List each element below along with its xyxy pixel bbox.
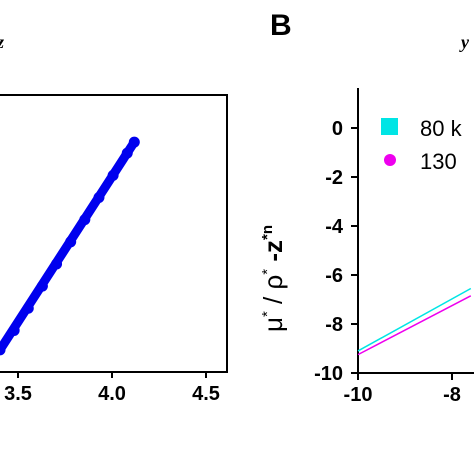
panel-a-x-tick-label: 4.0 xyxy=(98,383,126,405)
legend-marker-circle xyxy=(384,154,396,166)
panel-a-x-tick-label: 3.5 xyxy=(4,383,32,405)
panel-a-data-point xyxy=(128,136,140,148)
panel-a-data-point xyxy=(79,214,91,226)
panel-b-x-tick-label: -8 xyxy=(443,384,461,406)
panel-a-data-point xyxy=(93,191,105,203)
panel-b-x-tick-label: -10 xyxy=(344,384,373,406)
legend-label-0: 80 k xyxy=(420,116,463,141)
panel-a-data-point xyxy=(8,324,20,336)
panel-b: B y 0 -2 -4 -6 -8 -10-10 -8 μ* / ρ* -z*n 80 k … xyxy=(258,9,474,406)
panel-b-y-tick-label: 0 xyxy=(332,118,343,140)
panel-a-top-label: z xyxy=(0,32,4,52)
panel-a-frame xyxy=(0,94,228,373)
panel-b-y-tick-label: -10 xyxy=(314,363,343,385)
panel-b-series-line-1 xyxy=(357,295,472,356)
panel-b-y-tick-label: -6 xyxy=(325,265,343,287)
panel-a-data-point xyxy=(51,258,63,270)
panel-a-data-point xyxy=(22,302,34,314)
panel-a-data-point xyxy=(107,169,119,181)
panel-b-top-label: y xyxy=(459,32,470,52)
panel-b-y-tick-label: -4 xyxy=(325,216,344,238)
panel-b-series-line-0 xyxy=(357,287,472,352)
panel-a: z 3.5 4.0 4.5 xyxy=(0,32,228,405)
panel-b-y-tick-label: -8 xyxy=(325,314,343,336)
panel-a-data-point xyxy=(121,147,133,159)
legend-label-1: 130 xyxy=(420,149,457,174)
panel-a-x-tick-label: 4.5 xyxy=(192,383,220,405)
panel-a-data-point xyxy=(36,280,48,292)
panel-b-letter: B xyxy=(270,9,292,42)
panel-a-data-point xyxy=(0,344,6,356)
panel-b-y-tick-label: -2 xyxy=(325,167,343,189)
legend: 80 k 130 xyxy=(381,116,463,174)
panel-a-data-point xyxy=(65,236,77,248)
panel-b-y-axis-label: μ* / ρ* -z*n xyxy=(258,225,288,332)
legend-marker-square xyxy=(381,118,398,135)
